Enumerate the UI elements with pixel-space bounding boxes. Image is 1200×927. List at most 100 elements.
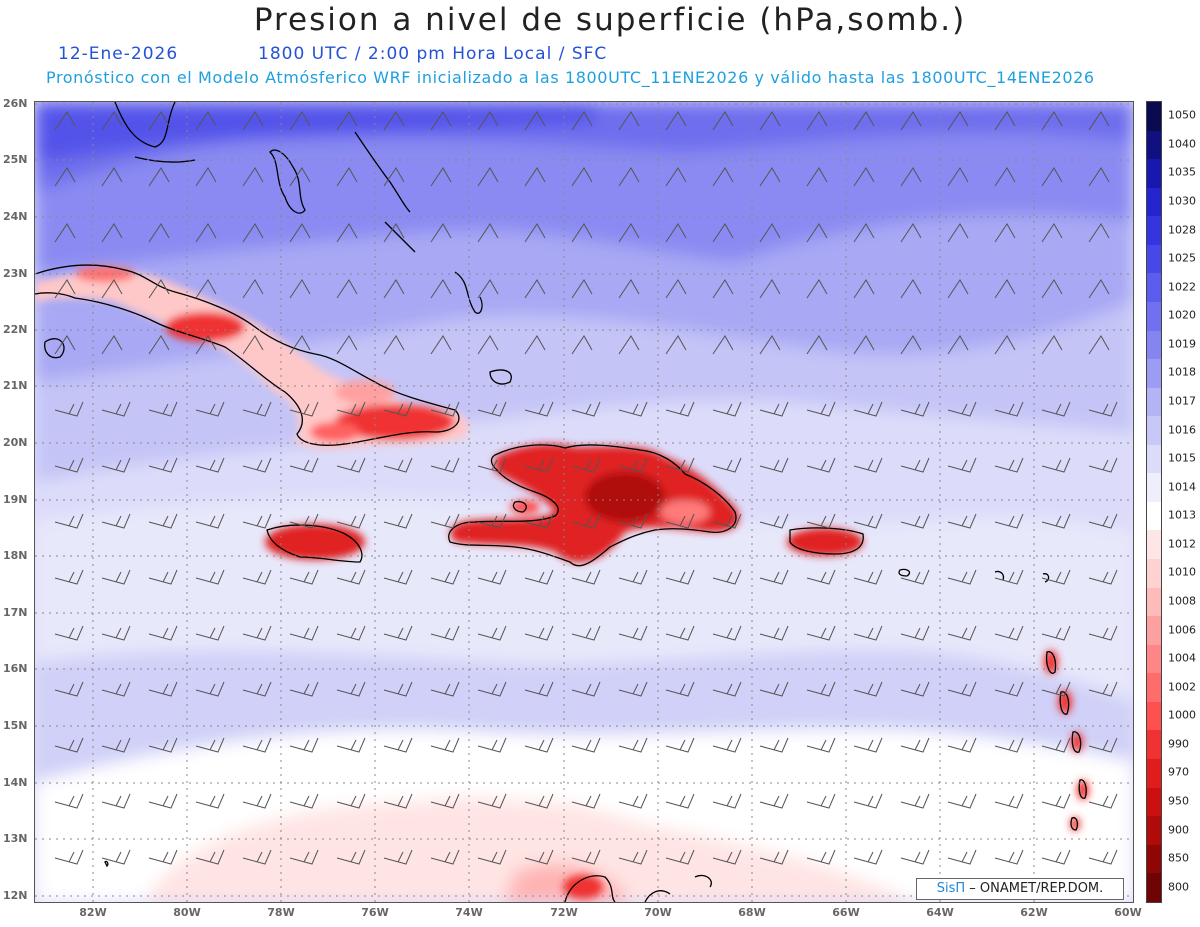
wind-barb (383, 401, 413, 417)
wind-barb (195, 401, 225, 417)
lon-label: 72W (550, 906, 578, 919)
colorbar-label: 1050 (1168, 108, 1196, 122)
wind-barb (430, 279, 452, 299)
credit-box: SisΠ – ONAMET/REP.DOM. (916, 878, 1124, 900)
lat-label: 21N (3, 379, 28, 392)
wind-barb (1041, 737, 1071, 753)
wind-barb (289, 279, 311, 299)
wind-barb (195, 167, 217, 187)
lat-label: 17N (3, 606, 28, 619)
wind-barb (1088, 223, 1110, 243)
wind-barb (242, 335, 264, 355)
wind-barb (712, 849, 742, 865)
lat-label: 26N (3, 97, 28, 110)
wind-barb (665, 335, 687, 355)
wind-barb (994, 737, 1024, 753)
wind-barb (477, 793, 507, 809)
wind-barb (148, 457, 178, 473)
wind-barb (289, 401, 319, 417)
wind-barb (947, 625, 977, 641)
wind-barb (571, 223, 593, 243)
colorbar-segment (1147, 244, 1161, 274)
wind-barb (806, 167, 828, 187)
wind-barb (336, 625, 366, 641)
wind-barb (430, 401, 460, 417)
colorbar-segment (1147, 787, 1161, 817)
wind-barb (524, 401, 554, 417)
wind-barb (524, 793, 554, 809)
wind-barb (383, 167, 405, 187)
colorbar-label: 1008 (1168, 594, 1196, 608)
wind-barb (806, 681, 836, 697)
wind-barb (853, 849, 883, 865)
wind-barb (947, 793, 977, 809)
wind-barb (101, 457, 131, 473)
colorbar-segment (1147, 730, 1161, 759)
wind-barb (1088, 457, 1118, 473)
lat-label: 24N (3, 210, 28, 223)
wind-barb (195, 513, 225, 529)
wind-barb (148, 223, 170, 243)
wind-barb (430, 457, 460, 473)
wind-barb (900, 625, 930, 641)
wind-barb (289, 513, 319, 529)
lat-label: 16N (3, 662, 28, 675)
wind-barb (383, 111, 405, 131)
wind-barb (289, 793, 319, 809)
wind-barb (712, 793, 742, 809)
wind-barb (994, 111, 1016, 131)
colorbar-segment (1147, 616, 1161, 645)
wind-barb (1088, 569, 1118, 585)
wind-barb (900, 793, 930, 809)
forecast-time: 1800 UTC / 2:00 pm Hora Local / SFC (258, 44, 608, 64)
wind-barb (759, 335, 781, 355)
colorbar-segment (1147, 387, 1161, 417)
wind-barb (336, 681, 366, 697)
lon-label: 78W (267, 906, 295, 919)
credit-brand: SisΠ (936, 881, 966, 896)
wind-barb (195, 849, 225, 865)
colorbar-segment (1147, 330, 1161, 360)
wind-barb (242, 279, 264, 299)
wind-barb (148, 513, 178, 529)
colorbar-segment (1147, 873, 1161, 902)
wind-barb (853, 401, 883, 417)
lon-label: 66W (832, 906, 860, 919)
wind-barb (618, 681, 648, 697)
wind-barb (806, 793, 836, 809)
wind-barb (665, 401, 695, 417)
wind-barb (383, 625, 413, 641)
wind-barb (947, 111, 969, 131)
wind-barb (806, 849, 836, 865)
wind-barb (383, 681, 413, 697)
wind-barb (242, 223, 264, 243)
colorbar-label: 970 (1168, 765, 1189, 779)
colorbar-label: 1017 (1168, 394, 1196, 408)
wind-barb (1041, 849, 1071, 865)
wind-barb (947, 167, 969, 187)
wind-barb (994, 279, 1016, 299)
colorbar-label: 1015 (1168, 451, 1196, 465)
wind-barb (524, 513, 554, 529)
wind-barb (571, 681, 601, 697)
wind-barb (759, 401, 789, 417)
wind-barb (101, 401, 131, 417)
wind-barb (994, 625, 1024, 641)
wind-barb (618, 223, 640, 243)
wind-barb (665, 167, 687, 187)
wind-barb (54, 167, 76, 187)
wind-barb (101, 681, 131, 697)
wind-barb (1041, 513, 1071, 529)
colorbar-segment (1147, 444, 1161, 474)
wind-barb (383, 223, 405, 243)
wind-barb (477, 167, 499, 187)
colorbar-segment (1147, 159, 1161, 188)
wind-barb (665, 793, 695, 809)
wind-barb (148, 401, 178, 417)
wind-barb (101, 223, 123, 243)
wind-barb (618, 737, 648, 753)
colorbar (1146, 101, 1162, 903)
colorbar-segment (1147, 473, 1161, 502)
wind-barb (994, 681, 1024, 697)
wind-barb (289, 737, 319, 753)
